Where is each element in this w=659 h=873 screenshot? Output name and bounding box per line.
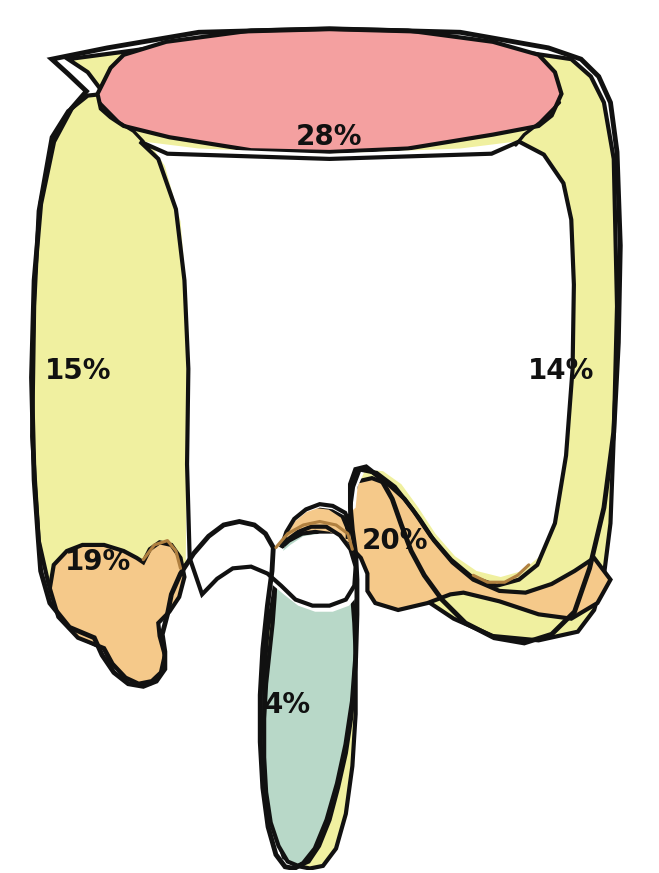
Text: 19%: 19% (65, 548, 130, 576)
Polygon shape (264, 532, 356, 866)
Text: 28%: 28% (297, 123, 362, 151)
Polygon shape (32, 31, 617, 869)
Text: 14%: 14% (529, 357, 594, 386)
Polygon shape (98, 29, 561, 152)
Polygon shape (276, 478, 610, 619)
Text: 4%: 4% (264, 691, 310, 719)
Text: 20%: 20% (362, 526, 428, 554)
Polygon shape (143, 141, 573, 615)
Polygon shape (50, 542, 185, 684)
Text: 15%: 15% (45, 357, 111, 386)
